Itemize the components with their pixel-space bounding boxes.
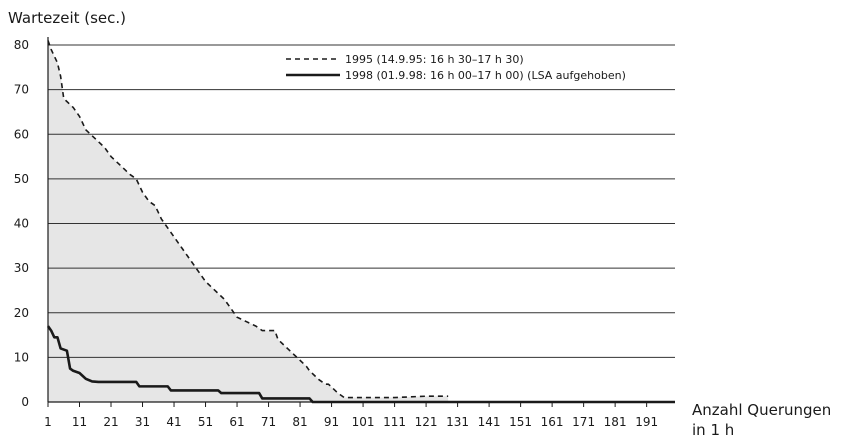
y-tick-label-30: 30 bbox=[14, 261, 29, 275]
y-tick-label-40: 40 bbox=[14, 217, 29, 231]
x-tick-label-61: 61 bbox=[229, 415, 244, 429]
series-line-1995 bbox=[47, 40, 449, 399]
y-tick-label-10: 10 bbox=[14, 350, 29, 364]
y-tick-label-50: 50 bbox=[14, 172, 29, 186]
x-axis-title-line-2: in 1 h bbox=[692, 421, 734, 439]
x-tick-label-1: 1 bbox=[44, 415, 52, 429]
y-tick-label-80: 80 bbox=[14, 38, 29, 52]
y-tick-label-0: 0 bbox=[21, 395, 29, 409]
gridlines bbox=[48, 44, 675, 358]
x-tick-label-41: 41 bbox=[166, 415, 181, 429]
x-tick-label-191: 191 bbox=[635, 415, 658, 429]
y-axis-title: Wartezeit (sec.) bbox=[8, 9, 126, 27]
x-tick-label-21: 21 bbox=[103, 415, 118, 429]
series-lines bbox=[46, 40, 675, 404]
x-axis-title-line-1: Anzahl Querungen bbox=[692, 401, 831, 419]
area-under-1995 bbox=[48, 40, 449, 402]
legend: 1995 (14.9.95: 16 h 30–17 h 30) 1998 (01… bbox=[286, 53, 626, 82]
series-line-1998 bbox=[46, 325, 675, 404]
x-tick-label-161: 161 bbox=[541, 415, 564, 429]
x-tick-label-141: 141 bbox=[478, 415, 501, 429]
x-tick-label-171: 171 bbox=[572, 415, 595, 429]
x-tick-label-151: 151 bbox=[509, 415, 532, 429]
x-tick-label-11: 11 bbox=[72, 415, 87, 429]
x-tick-label-121: 121 bbox=[415, 415, 438, 429]
x-tick-label-81: 81 bbox=[292, 415, 307, 429]
x-tick-label-51: 51 bbox=[198, 415, 213, 429]
area-fill bbox=[48, 40, 449, 402]
y-tick-label-20: 20 bbox=[14, 306, 29, 320]
x-tick-label-131: 131 bbox=[446, 415, 469, 429]
x-tick-label-181: 181 bbox=[604, 415, 627, 429]
y-tick-label-60: 60 bbox=[14, 127, 29, 141]
x-tick-label-71: 71 bbox=[261, 415, 276, 429]
legend-label-1998: 1998 (01.9.98: 16 h 00–17 h 00) (LSA auf… bbox=[345, 69, 626, 82]
x-tick-label-91: 91 bbox=[324, 415, 339, 429]
x-tick-label-31: 31 bbox=[135, 415, 150, 429]
x-tick-label-101: 101 bbox=[352, 415, 375, 429]
legend-label-1995: 1995 (14.9.95: 16 h 30–17 h 30) bbox=[345, 53, 524, 66]
x-tick-label-111: 111 bbox=[383, 415, 406, 429]
y-tick-label-70: 70 bbox=[14, 83, 29, 97]
